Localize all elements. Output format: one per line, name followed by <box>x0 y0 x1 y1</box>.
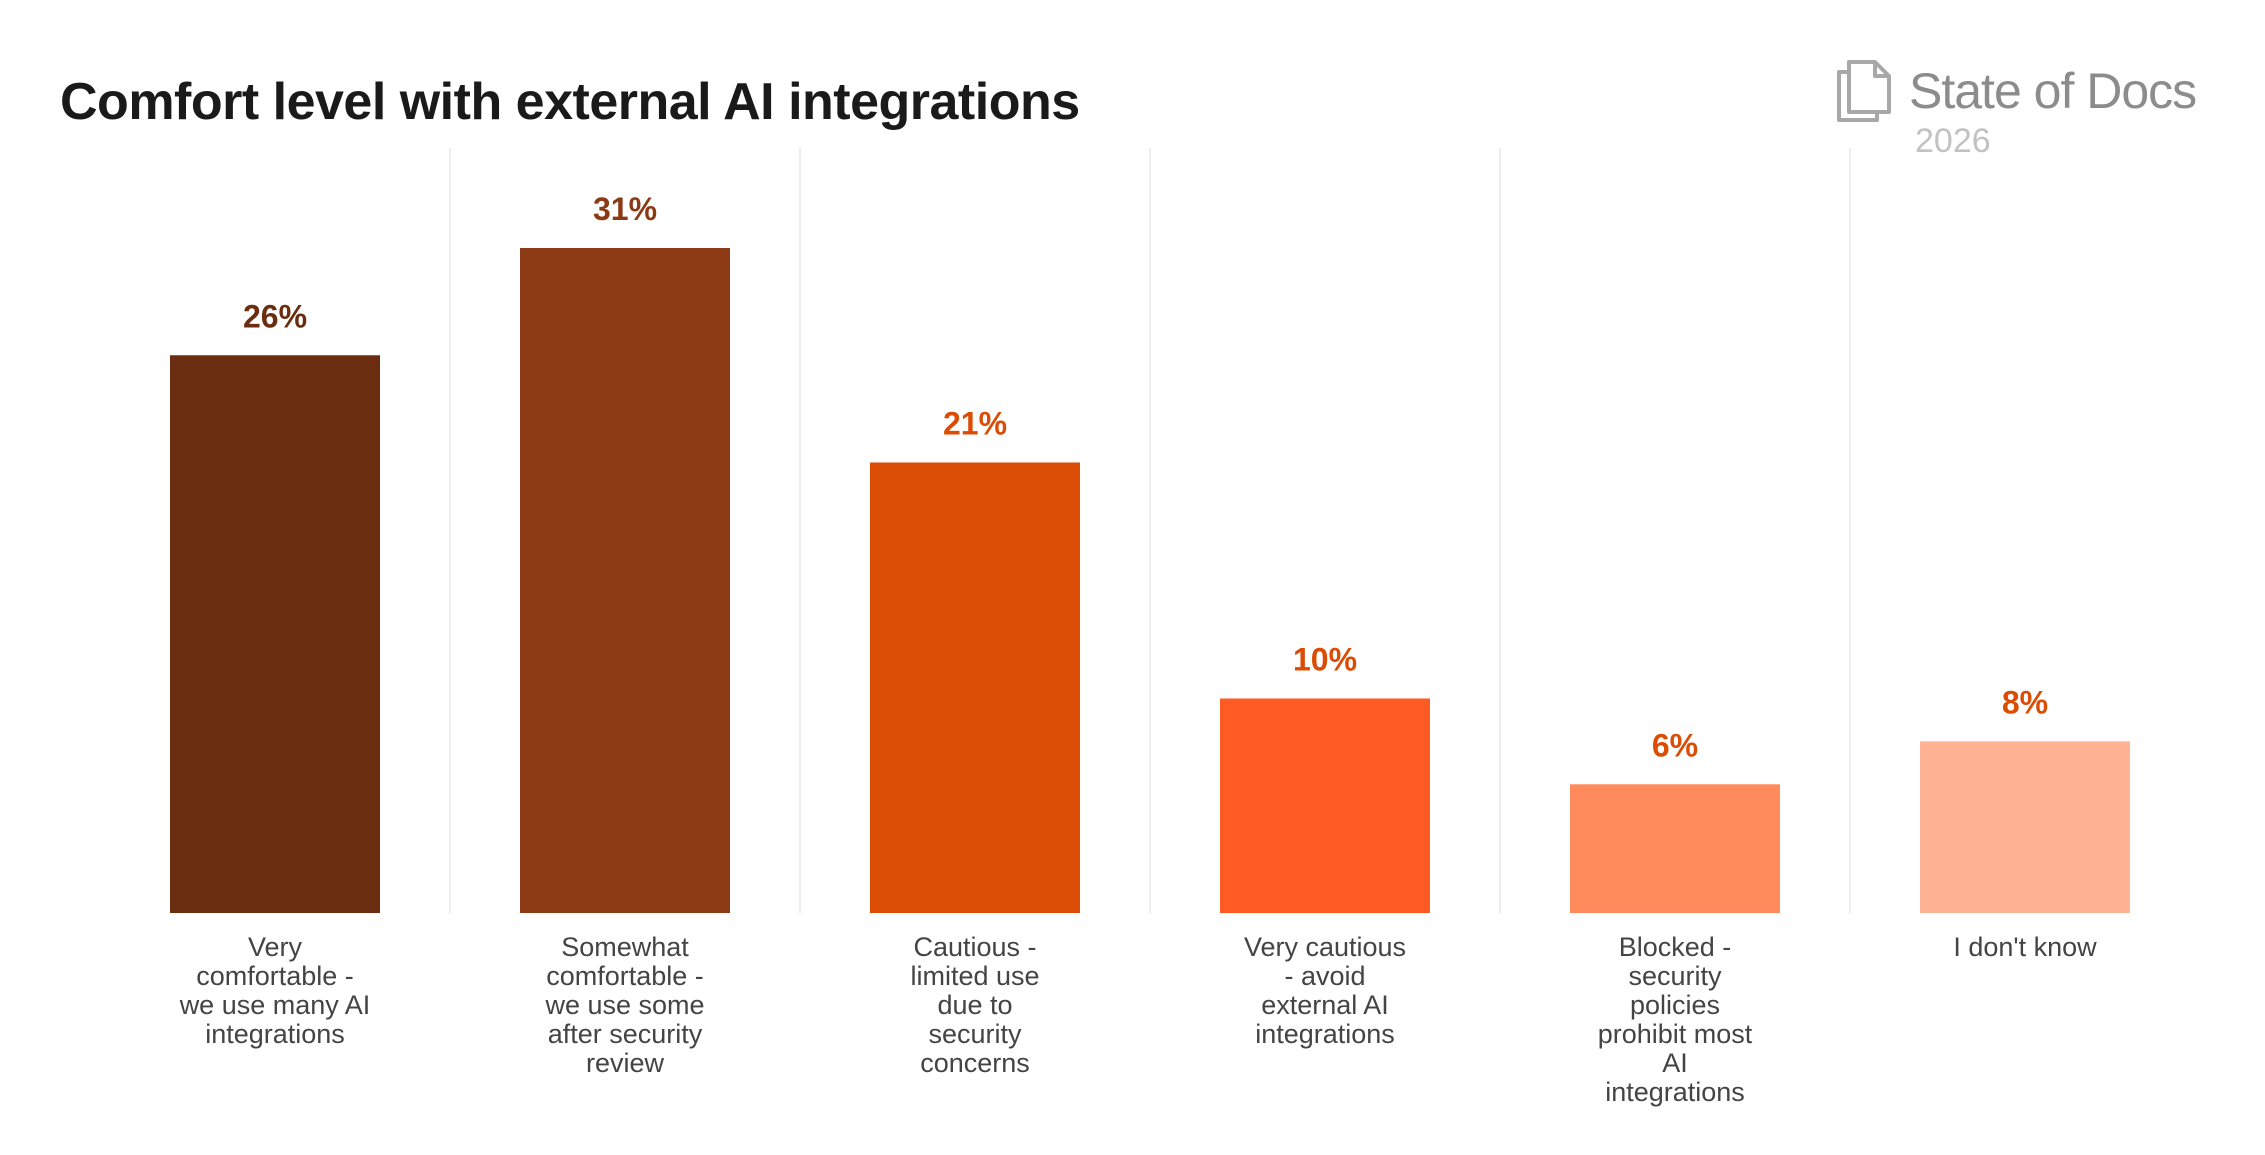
category-label-line: concerns <box>920 1048 1030 1078</box>
bar-4 <box>1220 698 1430 913</box>
brand-logo: State of Docs 2026 <box>1835 58 2235 168</box>
bar-3 <box>870 462 1080 913</box>
category-label-line: Cautious - <box>913 932 1037 962</box>
category-label-line: I don't know <box>1953 932 2097 962</box>
category-label-line: Very cautious <box>1243 932 1407 962</box>
category-label-line: integrations <box>1255 1019 1395 1049</box>
category-label-line: policies <box>1629 990 1721 1020</box>
category-label-line: security <box>928 1019 1022 1049</box>
category-label-line: Very <box>247 932 303 962</box>
bar-1 <box>170 355 380 913</box>
docs-stack-icon <box>1837 60 1891 122</box>
category-label-line: review <box>585 1048 665 1078</box>
category-label-line: due to <box>937 990 1013 1020</box>
category-label-line: Somewhat <box>561 932 689 962</box>
category-label-line: integrations <box>205 1019 345 1049</box>
category-label-line: - avoid <box>1284 961 1366 991</box>
value-label-2: 31% <box>593 191 657 227</box>
category-label-line: integrations <box>1605 1077 1745 1107</box>
category-label-5: Blocked - security policies prohibit most AI… <box>1560 933 1790 1107</box>
category-label-line: prohibit most <box>1597 1019 1753 1049</box>
category-label-6: I don't know <box>1910 933 2140 962</box>
brand-year: 2026 <box>1915 122 1991 160</box>
category-label-2: Somewhat comfortable - we use some after se… <box>510 933 740 1078</box>
category-label-line: comfortable - <box>196 961 354 991</box>
chart-title: Comfort level with external AI integrati… <box>60 73 1080 131</box>
bar-6 <box>1920 741 2130 913</box>
category-label-line: we use many AI <box>179 990 371 1020</box>
value-label-5: 6% <box>1652 727 1698 763</box>
category-label-line: security <box>1628 961 1722 991</box>
category-label-line: comfortable - <box>546 961 704 991</box>
brand-name: State of Docs <box>1909 63 2197 119</box>
category-label-1: Very comfortable - we use many AI integrati… <box>160 933 390 1049</box>
value-label-3: 21% <box>943 406 1007 442</box>
bar-2 <box>520 248 730 913</box>
category-label-4: Very cautious - avoid external AI integrati… <box>1210 933 1440 1049</box>
category-label-line: external AI <box>1261 990 1389 1020</box>
value-label-4: 10% <box>1293 641 1357 677</box>
category-label-line: after security <box>547 1019 703 1049</box>
category-label-line: AI <box>1662 1048 1688 1078</box>
category-label-line: limited use <box>910 961 1040 991</box>
value-label-6: 8% <box>2002 684 2048 720</box>
category-label-line: we use some <box>545 990 705 1020</box>
bar-5 <box>1570 784 1780 913</box>
category-label-line: Blocked - <box>1618 932 1732 962</box>
value-label-1: 26% <box>243 298 307 334</box>
category-label-3: Cautious - limited use due to security conce… <box>860 933 1090 1078</box>
